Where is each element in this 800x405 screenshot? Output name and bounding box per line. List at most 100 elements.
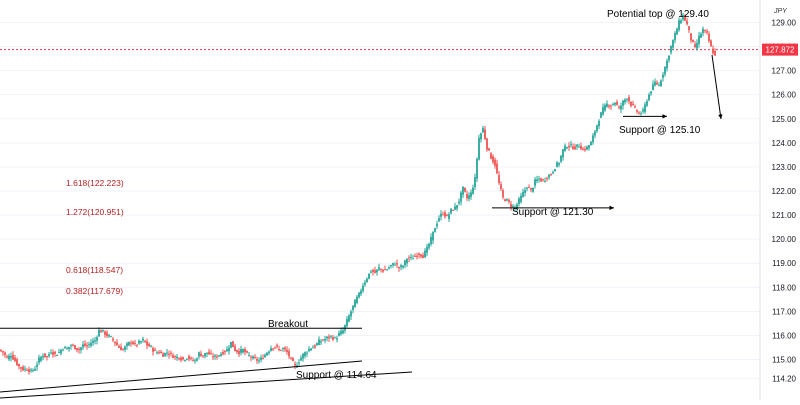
- candle-down: [26, 368, 28, 372]
- candle-body: [712, 48, 714, 54]
- candle-down: [568, 142, 570, 151]
- candle-body: [690, 33, 692, 41]
- candle-up: [406, 258, 408, 267]
- candle-body: [656, 82, 658, 85]
- candle-up: [648, 92, 650, 102]
- candle-body: [160, 351, 162, 354]
- candle-body: [698, 35, 700, 44]
- candle-up: [548, 173, 550, 180]
- y-tick-label: 123.00: [772, 163, 797, 172]
- candle-down: [158, 350, 160, 355]
- candle-up: [368, 273, 370, 280]
- candle-up: [240, 345, 242, 356]
- candle-down: [542, 178, 544, 182]
- candle-down: [84, 340, 86, 348]
- candle-body: [468, 195, 470, 199]
- candle-body: [356, 296, 358, 304]
- candle-up: [534, 176, 536, 189]
- candle-body: [630, 101, 632, 106]
- candle-body: [148, 343, 150, 347]
- candle-up: [654, 78, 656, 87]
- candle-body: [620, 105, 622, 110]
- last-price-badge[interactable]: 127.872: [762, 43, 798, 56]
- candle-body: [660, 80, 662, 87]
- candle-body: [194, 360, 196, 362]
- support-trendline-lower[interactable]: [0, 371, 413, 399]
- candle-body: [216, 356, 218, 358]
- candle-body: [304, 352, 306, 357]
- fib-level-label: 0.382(117.679): [66, 286, 123, 296]
- candle-body: [664, 66, 666, 75]
- candle-up: [676, 27, 678, 35]
- candle-down: [160, 349, 162, 354]
- candle-body: [92, 340, 94, 343]
- candle-down: [286, 346, 288, 355]
- support-trendline-upper[interactable]: [0, 360, 363, 393]
- candle-body: [484, 129, 486, 139]
- support-121-30-label: Support @ 121.30: [512, 207, 594, 218]
- last-price-value: 127.872: [766, 46, 795, 55]
- candle-body: [254, 356, 256, 359]
- candle-up: [70, 343, 72, 350]
- candle-body: [460, 192, 462, 202]
- candle-up: [98, 327, 100, 338]
- candle-body: [312, 347, 314, 349]
- candle-body: [674, 33, 676, 41]
- candle-down: [106, 330, 108, 338]
- y-tick-label: 126.00: [772, 91, 797, 100]
- candle-down: [372, 268, 374, 276]
- candle-down: [132, 340, 134, 345]
- candle-body: [652, 84, 654, 91]
- candle-body: [242, 348, 244, 353]
- candle-up: [400, 263, 402, 271]
- candle-down: [210, 349, 212, 355]
- candle-down: [580, 142, 582, 150]
- candle-body: [522, 192, 524, 197]
- candle-body: [414, 255, 416, 257]
- candle-body: [238, 350, 240, 355]
- candle-body: [446, 215, 448, 217]
- candle-up: [362, 282, 364, 293]
- candle-up: [450, 208, 452, 215]
- candle-body: [172, 355, 174, 358]
- candle-up: [88, 341, 90, 349]
- candle-up: [354, 299, 356, 308]
- candle-down: [244, 346, 246, 356]
- candle-body: [174, 356, 176, 358]
- candle-body: [694, 44, 696, 47]
- candle-body: [410, 256, 412, 258]
- y-tick-label: 122.00: [772, 187, 797, 196]
- candle-down: [116, 339, 118, 346]
- candle-body: [332, 337, 334, 340]
- candle-body: [434, 228, 436, 233]
- candle-down: [444, 210, 446, 219]
- y-tick-label: 117.00: [772, 307, 796, 316]
- candle-body: [456, 205, 458, 209]
- candle-up: [532, 187, 534, 193]
- candle-body: [368, 273, 370, 279]
- candle-body: [574, 146, 576, 150]
- candle-body: [350, 311, 352, 317]
- candle-up: [578, 143, 580, 148]
- candle-up: [604, 103, 606, 112]
- candle-up: [598, 119, 600, 130]
- candle-body: [634, 106, 636, 108]
- candles: [0, 12, 716, 375]
- candle-body: [98, 329, 100, 337]
- forecast-arrow[interactable]: [711, 54, 722, 120]
- candle-body: [284, 347, 286, 350]
- candle-up: [698, 31, 700, 48]
- candle-body: [114, 341, 116, 344]
- candle-up: [338, 330, 340, 337]
- candle-body: [626, 98, 628, 100]
- candle-up: [482, 125, 484, 133]
- candle-up: [544, 177, 546, 183]
- candle-body: [360, 290, 362, 295]
- candle-down: [4, 351, 6, 358]
- candle-body: [112, 338, 114, 341]
- candle-body: [64, 346, 66, 349]
- candle-down: [190, 356, 192, 361]
- candle-down: [690, 33, 692, 44]
